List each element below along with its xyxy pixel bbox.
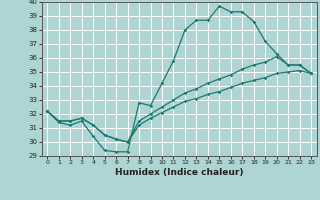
X-axis label: Humidex (Indice chaleur): Humidex (Indice chaleur): [115, 168, 244, 177]
